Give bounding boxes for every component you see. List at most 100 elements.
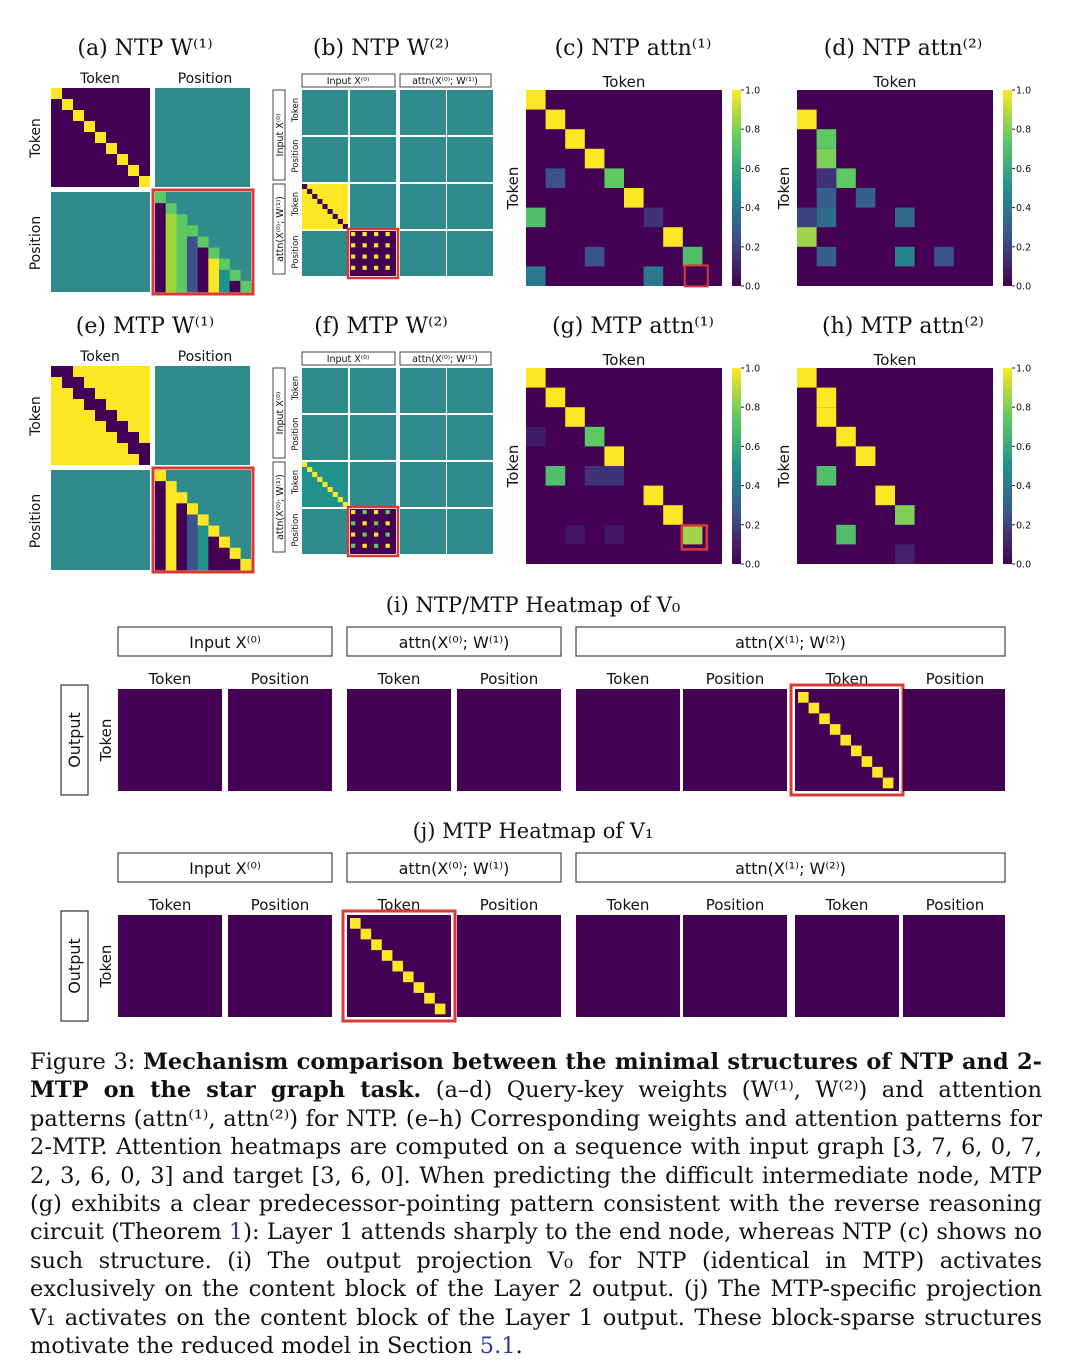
w1-position-token-block-a xyxy=(51,192,150,292)
colorbar-tick-g: 0.6 xyxy=(745,442,760,453)
w2-row-box-input-f xyxy=(272,367,286,459)
w2-header-box-attn-f xyxy=(399,351,492,366)
w2-highlight-box-f xyxy=(346,505,400,558)
w1-position-cell-a xyxy=(176,247,188,259)
colorbar-g xyxy=(732,368,741,564)
w1-position-cell-e xyxy=(187,558,198,571)
heatmap-cell-d xyxy=(816,188,837,208)
heatmap-cell-c xyxy=(584,246,605,267)
w1-position-cell-a xyxy=(219,269,230,282)
w2-position-cell-f xyxy=(385,543,390,548)
heatmap-cell-g xyxy=(584,466,605,486)
colorbar-tick-d: 1.0 xyxy=(1016,86,1031,97)
w2-row-sub-position2-b: Position xyxy=(291,235,301,268)
w1-position-cell-a xyxy=(176,214,188,226)
colorbar-tick-c: 1.0 xyxy=(745,86,760,97)
heatmap-cell-h xyxy=(855,446,876,466)
v-sub-label-j: Position xyxy=(706,896,764,914)
w1-offdiag-cell-e xyxy=(128,432,139,443)
v-header-box-i xyxy=(575,626,1006,657)
v-diag-cell-j xyxy=(371,939,382,951)
w1-position-cell-e xyxy=(197,558,209,571)
v-block-i xyxy=(903,689,1005,791)
w1-position-cell-a xyxy=(229,280,241,293)
heatmap-cell-h xyxy=(836,426,856,447)
v-sub-label-i: Position xyxy=(926,670,984,688)
w1-position-cell-a xyxy=(176,236,188,248)
v-header-label-i: attn(X⁽¹⁾; W⁽²⁾) xyxy=(735,633,846,652)
w1-position-cell-e xyxy=(165,503,177,515)
w2-position-cell-b xyxy=(374,232,379,237)
section-link[interactable]: 5.1 xyxy=(479,1333,516,1360)
w1-position-cell-a xyxy=(176,225,188,237)
w2-highlight-box-b xyxy=(346,227,400,280)
panel-title-g: (g) MTP attn⁽¹⁾ xyxy=(552,314,714,339)
colorbar-tick-h: 0.8 xyxy=(1016,403,1031,414)
w1-col-label-position-a: Position xyxy=(178,71,233,87)
w2-position-cell-b xyxy=(351,232,356,237)
v-sub-label-j: Token xyxy=(825,896,869,914)
v-diag-cell-j xyxy=(381,950,393,961)
heatmap-cell-c xyxy=(643,266,664,286)
heatmap-cell-h xyxy=(895,505,915,525)
heatmap-cell-h xyxy=(875,485,895,506)
heatmap-cell-g xyxy=(682,524,703,545)
w2-block-b xyxy=(447,231,493,276)
heatmap-cell-g xyxy=(604,524,624,545)
w1-token-position-block-a xyxy=(155,88,250,187)
colorbar-tick-d: 0.6 xyxy=(1016,164,1031,175)
v-diag-cell-i xyxy=(861,756,873,767)
w1-diag-cell-e xyxy=(106,421,117,432)
w1-position-cell-a xyxy=(187,247,198,259)
w2-block-b xyxy=(400,90,446,135)
w2-row-sub-token2-f: Token xyxy=(291,470,301,495)
w1-diag-cell-a xyxy=(106,143,117,154)
w2-diag-cell-b xyxy=(317,199,323,204)
w2-row-sub-position-f: Position xyxy=(291,417,301,450)
heatmap-cell-g xyxy=(565,407,585,427)
w1-position-cell-a xyxy=(229,269,241,282)
v-sub-label-j: Token xyxy=(148,896,192,914)
w1-position-cell-e xyxy=(197,525,209,537)
panel-title-a: (a) NTP W⁽¹⁾ xyxy=(77,36,212,61)
v-diag-cell-j xyxy=(424,992,435,1004)
w1-position-cell-e xyxy=(208,525,220,537)
w1-token-position-block-e xyxy=(155,366,250,465)
w1-position-cell-a xyxy=(155,192,166,204)
w2-position-cell-f xyxy=(374,543,379,548)
w2-diag-cell-f xyxy=(322,482,328,487)
panel-title-e: (e) MTP W⁽¹⁾ xyxy=(76,314,214,339)
heatmap-cell-d xyxy=(797,227,817,247)
v-sub-label-j: Position xyxy=(251,896,309,914)
attn-xlabel-c: Token xyxy=(602,73,646,91)
w1-diag-cell-e xyxy=(84,399,95,410)
w1-position-cell-e xyxy=(155,481,166,493)
caption-part1: (a–d) Query-key weights (W⁽¹⁾, W⁽²⁾) and… xyxy=(30,1077,1043,1246)
heatmap-cell-g xyxy=(643,485,664,506)
theorem-link[interactable]: 1 xyxy=(228,1219,244,1246)
w1-position-cell-a xyxy=(155,225,166,237)
v-block-j xyxy=(576,915,680,1017)
v-sub-label-j: Position xyxy=(926,896,984,914)
w2-diag-cell-b xyxy=(312,194,318,199)
w2-position-cell-b xyxy=(351,243,356,248)
v-block-j xyxy=(228,915,332,1017)
heatmap-cell-c xyxy=(545,168,566,188)
w2-diag-cell-b xyxy=(307,189,313,194)
heatmap-cell-g xyxy=(584,426,605,447)
colorbar-tick-h: 0.6 xyxy=(1016,442,1031,453)
v-block-i xyxy=(457,689,561,791)
w1-position-cell-e xyxy=(165,492,177,504)
w1-position-cell-e xyxy=(155,470,166,482)
colorbar-tick-c: 0.8 xyxy=(745,125,760,136)
w2-diag-cell-b xyxy=(327,209,333,214)
w1-position-cell-a xyxy=(197,280,209,293)
w1-position-cell-a xyxy=(187,269,198,282)
attn-ylabel-h: Token xyxy=(775,445,793,489)
w2-block-f xyxy=(400,509,446,554)
v-block-j xyxy=(457,915,561,1017)
caption-lead: Figure 3: xyxy=(30,1049,144,1075)
colorbar-tick-g: 0.4 xyxy=(745,481,760,492)
colorbar-tick-d: 0.2 xyxy=(1016,242,1031,253)
colorbar-tick-h: 0.4 xyxy=(1016,481,1031,492)
